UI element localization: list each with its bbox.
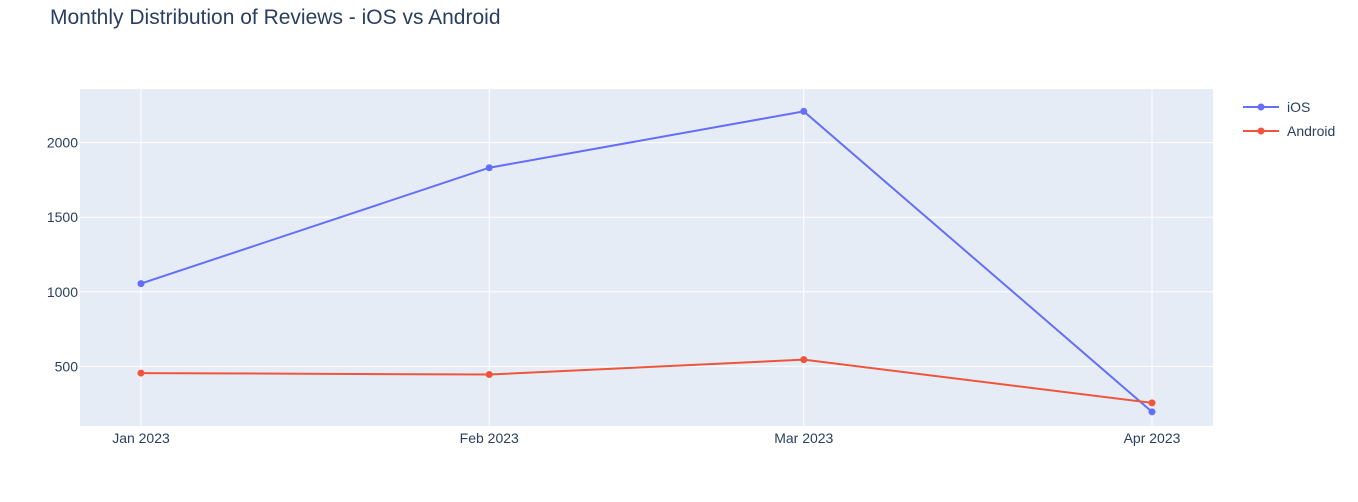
x-tick-label: Mar 2023 [774,430,833,446]
x-axis-ticks: Jan 2023 Feb 2023 Mar 2023 Apr 2023 [112,430,1180,446]
data-point [137,369,145,377]
series-line [140,358,1153,404]
plot-background [80,89,1213,426]
series-lines [137,107,1156,416]
chart-title: Monthly Distribution of Reviews - iOS vs… [50,6,501,29]
y-tick-label: 1500 [47,209,78,225]
legend-label: iOS [1287,99,1310,115]
data-point [800,107,808,115]
series-android [137,356,1156,407]
x-tick-label: Jan 2023 [112,430,170,446]
legend[interactable]: iOS Android [1243,99,1335,139]
series-ios [137,107,1156,416]
data-point [800,356,808,364]
data-point [485,164,493,172]
y-tick-label: 500 [55,358,79,374]
data-point [137,280,145,288]
y-axis-ticks: 500 1000 1500 2000 [47,135,78,375]
legend-marker-icon [1257,127,1265,135]
legend-label: Android [1287,123,1335,139]
x-tick-label: Feb 2023 [460,430,519,446]
data-point [485,371,493,379]
legend-item-ios[interactable]: iOS [1243,99,1310,115]
x-tick-label: Apr 2023 [1124,430,1181,446]
data-point [1148,408,1156,416]
data-point [1148,399,1156,407]
y-tick-label: 1000 [47,284,78,300]
series-line [140,110,1153,413]
legend-item-android[interactable]: Android [1243,123,1335,139]
legend-marker-icon [1257,103,1265,111]
y-tick-label: 2000 [47,135,78,151]
